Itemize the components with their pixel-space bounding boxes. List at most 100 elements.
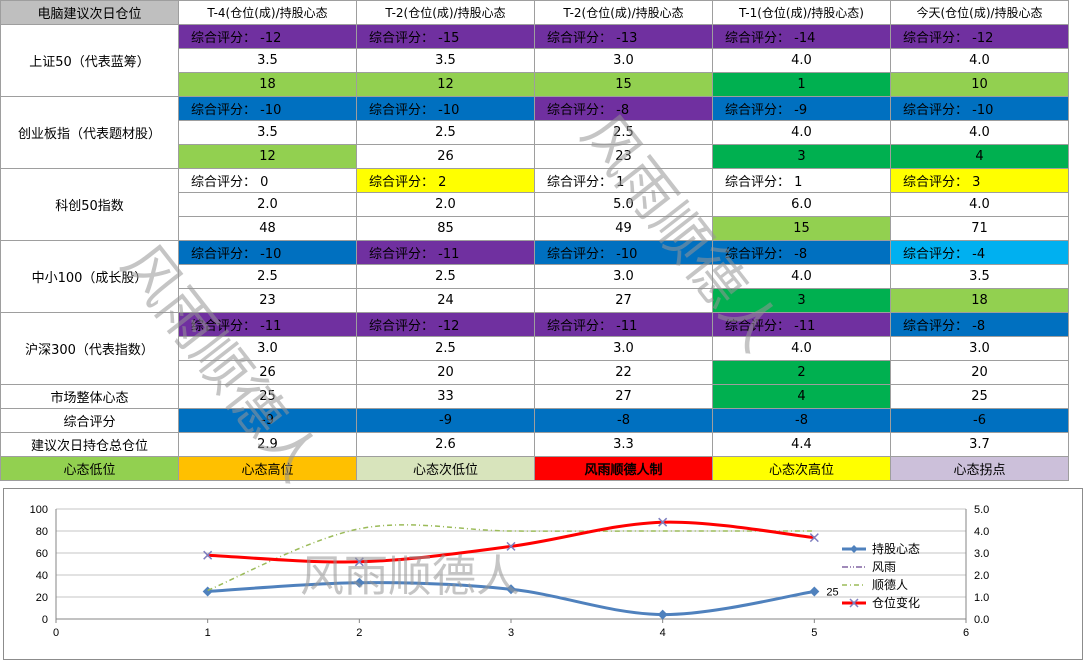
score-cell[interactable]: 综合评分： -8 bbox=[890, 312, 1069, 337]
suggested-position-label[interactable]: 建议次日持仓总仓位 bbox=[0, 432, 179, 457]
column-header[interactable]: 今天(仓位(成)/持股心态 bbox=[890, 0, 1069, 25]
position-cell[interactable]: 2.0 bbox=[356, 192, 535, 217]
mood-cell[interactable]: 26 bbox=[356, 144, 535, 169]
mood-cell[interactable]: 27 bbox=[534, 288, 713, 313]
position-cell[interactable]: 3.5 bbox=[890, 264, 1069, 289]
position-cell[interactable]: 2.5 bbox=[356, 336, 535, 361]
position-cell[interactable]: 4.0 bbox=[712, 48, 891, 73]
position-cell[interactable]: 3.0 bbox=[534, 48, 713, 73]
position-cell[interactable]: 6.0 bbox=[712, 192, 891, 217]
column-header[interactable]: T-2(仓位(成)/持股心态 bbox=[356, 0, 535, 25]
position-cell[interactable]: 4.0 bbox=[890, 120, 1069, 145]
position-cell[interactable]: 3.5 bbox=[178, 120, 357, 145]
color-legend-cell[interactable]: 心态拐点 bbox=[890, 456, 1069, 481]
score-cell[interactable]: 综合评分： -10 bbox=[890, 96, 1069, 121]
index-label[interactable]: 沪深300（代表指数） bbox=[0, 312, 179, 385]
score-cell[interactable]: 综合评分： -4 bbox=[890, 240, 1069, 265]
column-header[interactable]: T-1(仓位(成)/持股心态) bbox=[712, 0, 891, 25]
mood-cell[interactable]: 18 bbox=[890, 288, 1069, 313]
column-header[interactable]: T-2(仓位(成)/持股心态 bbox=[534, 0, 713, 25]
score-cell[interactable]: 综合评分： -10 bbox=[178, 240, 357, 265]
overall-score-cell[interactable]: -9 bbox=[356, 408, 535, 433]
column-header[interactable]: T-4(仓位(成)/持股心态 bbox=[178, 0, 357, 25]
color-legend-cell[interactable]: 风雨顺德人制 bbox=[534, 456, 713, 481]
position-cell[interactable]: 4.0 bbox=[890, 48, 1069, 73]
color-legend-cell[interactable]: 心态次高位 bbox=[712, 456, 891, 481]
position-cell[interactable]: 4.0 bbox=[890, 192, 1069, 217]
score-cell[interactable]: 综合评分： -12 bbox=[890, 24, 1069, 49]
mood-cell[interactable]: 1 bbox=[712, 72, 891, 97]
market-mood-cell[interactable]: 33 bbox=[356, 384, 535, 409]
mood-cell[interactable]: 4 bbox=[890, 144, 1069, 169]
mood-cell[interactable]: 24 bbox=[356, 288, 535, 313]
position-cell[interactable]: 4.0 bbox=[712, 120, 891, 145]
score-cell[interactable]: 综合评分： 2 bbox=[356, 168, 535, 193]
overall-score-cell[interactable]: -8 bbox=[712, 408, 891, 433]
suggested-position-cell[interactable]: 2.9 bbox=[178, 432, 357, 457]
score-cell[interactable]: 综合评分： -10 bbox=[178, 96, 357, 121]
score-cell[interactable]: 综合评分： -8 bbox=[534, 96, 713, 121]
position-cell[interactable]: 3.0 bbox=[534, 264, 713, 289]
mood-cell[interactable]: 49 bbox=[534, 216, 713, 241]
mood-cell[interactable]: 18 bbox=[178, 72, 357, 97]
mood-cell[interactable]: 15 bbox=[712, 216, 891, 241]
market-mood-cell[interactable]: 4 bbox=[712, 384, 891, 409]
market-mood-label[interactable]: 市场整体心态 bbox=[0, 384, 179, 409]
score-cell[interactable]: 综合评分： -8 bbox=[712, 240, 891, 265]
score-cell[interactable]: 综合评分： -9 bbox=[712, 96, 891, 121]
position-cell[interactable]: 5.0 bbox=[534, 192, 713, 217]
color-legend-cell[interactable]: 心态高位 bbox=[178, 456, 357, 481]
score-cell[interactable]: 综合评分： -11 bbox=[356, 240, 535, 265]
mood-cell[interactable]: 48 bbox=[178, 216, 357, 241]
mood-cell[interactable]: 10 bbox=[890, 72, 1069, 97]
suggested-position-cell[interactable]: 3.3 bbox=[534, 432, 713, 457]
position-cell[interactable]: 2.0 bbox=[178, 192, 357, 217]
mood-cell[interactable]: 2 bbox=[712, 360, 891, 385]
corner-header[interactable]: 电脑建议次日仓位 bbox=[0, 0, 179, 25]
mood-cell[interactable]: 23 bbox=[534, 144, 713, 169]
mood-cell[interactable]: 20 bbox=[356, 360, 535, 385]
overall-score-label[interactable]: 综合评分 bbox=[0, 408, 179, 433]
position-cell[interactable]: 3.0 bbox=[890, 336, 1069, 361]
mood-cell[interactable]: 71 bbox=[890, 216, 1069, 241]
score-cell[interactable]: 综合评分： 1 bbox=[534, 168, 713, 193]
index-label[interactable]: 上证50（代表蓝筹） bbox=[0, 24, 179, 97]
suggested-position-cell[interactable]: 4.4 bbox=[712, 432, 891, 457]
mood-cell[interactable]: 85 bbox=[356, 216, 535, 241]
mood-cell[interactable]: 15 bbox=[534, 72, 713, 97]
score-cell[interactable]: 综合评分： -15 bbox=[356, 24, 535, 49]
score-cell[interactable]: 综合评分： 1 bbox=[712, 168, 891, 193]
market-mood-cell[interactable]: 27 bbox=[534, 384, 713, 409]
score-cell[interactable]: 综合评分： -11 bbox=[534, 312, 713, 337]
position-cell[interactable]: 2.5 bbox=[534, 120, 713, 145]
score-cell[interactable]: 综合评分： -14 bbox=[712, 24, 891, 49]
mood-cell[interactable]: 26 bbox=[178, 360, 357, 385]
position-cell[interactable]: 3.0 bbox=[178, 336, 357, 361]
color-legend-cell[interactable]: 心态低位 bbox=[0, 456, 179, 481]
mood-cell[interactable]: 22 bbox=[534, 360, 713, 385]
index-label[interactable]: 创业板指（代表题材股） bbox=[0, 96, 179, 169]
score-cell[interactable]: 综合评分： -10 bbox=[534, 240, 713, 265]
overall-score-cell[interactable]: -9 bbox=[178, 408, 357, 433]
mood-cell[interactable]: 23 bbox=[178, 288, 357, 313]
mood-cell[interactable]: 3 bbox=[712, 288, 891, 313]
mood-cell[interactable]: 20 bbox=[890, 360, 1069, 385]
mood-cell[interactable]: 12 bbox=[178, 144, 357, 169]
index-label[interactable]: 科创50指数 bbox=[0, 168, 179, 241]
mood-cell[interactable]: 12 bbox=[356, 72, 535, 97]
position-cell[interactable]: 2.5 bbox=[356, 264, 535, 289]
position-cell[interactable]: 3.5 bbox=[178, 48, 357, 73]
position-cell[interactable]: 4.0 bbox=[712, 264, 891, 289]
score-cell[interactable]: 综合评分： -10 bbox=[356, 96, 535, 121]
overall-score-cell[interactable]: -6 bbox=[890, 408, 1069, 433]
score-cell[interactable]: 综合评分： 0 bbox=[178, 168, 357, 193]
score-cell[interactable]: 综合评分： -11 bbox=[178, 312, 357, 337]
market-mood-cell[interactable]: 25 bbox=[890, 384, 1069, 409]
score-cell[interactable]: 综合评分： -11 bbox=[712, 312, 891, 337]
color-legend-cell[interactable]: 心态次低位 bbox=[356, 456, 535, 481]
suggested-position-cell[interactable]: 3.7 bbox=[890, 432, 1069, 457]
mood-cell[interactable]: 3 bbox=[712, 144, 891, 169]
position-cell[interactable]: 3.0 bbox=[534, 336, 713, 361]
position-cell[interactable]: 2.5 bbox=[356, 120, 535, 145]
score-cell[interactable]: 综合评分： 3 bbox=[890, 168, 1069, 193]
